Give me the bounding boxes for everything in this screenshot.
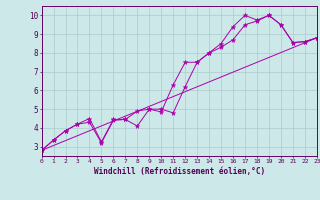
X-axis label: Windchill (Refroidissement éolien,°C): Windchill (Refroidissement éolien,°C) (94, 167, 265, 176)
